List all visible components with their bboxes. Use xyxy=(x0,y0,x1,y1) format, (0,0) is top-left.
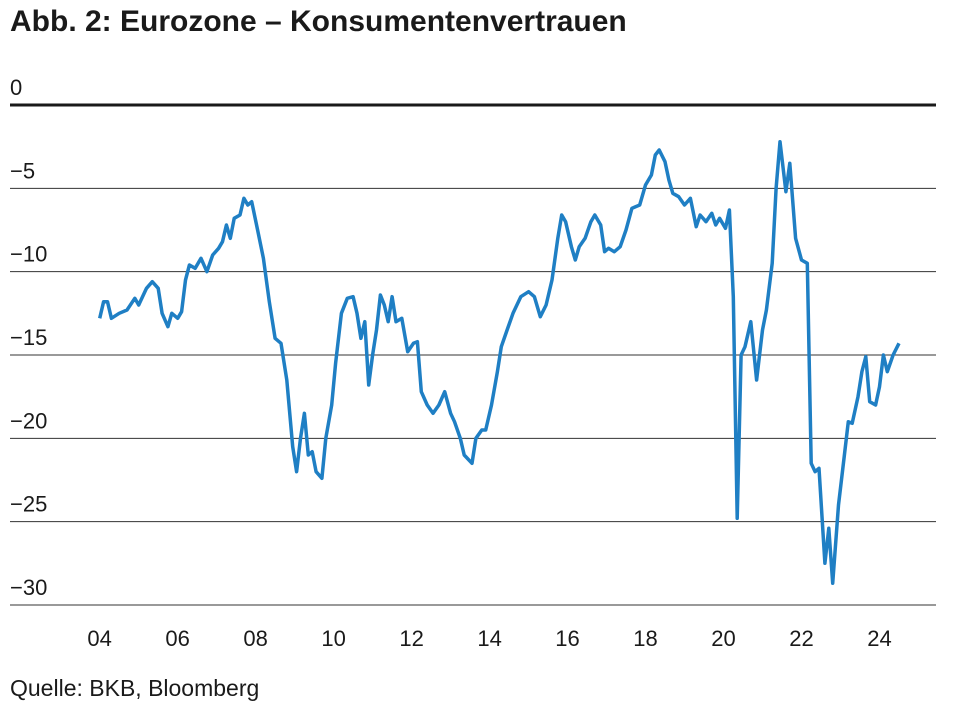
x-tick-label: 14 xyxy=(477,626,501,651)
x-tick-label: 16 xyxy=(555,626,579,651)
x-tick-label: 04 xyxy=(87,626,111,651)
x-tick-label: 22 xyxy=(789,626,813,651)
x-tick-label: 12 xyxy=(399,626,423,651)
x-tick-label: 06 xyxy=(165,626,189,651)
x-tick-label: 24 xyxy=(867,626,891,651)
y-tick-label: −5 xyxy=(10,158,35,183)
y-tick-label: −15 xyxy=(10,325,47,350)
y-tick-label: −10 xyxy=(10,242,47,267)
x-tick-label: 10 xyxy=(321,626,345,651)
source: Quelle: BKB, Bloomberg xyxy=(10,675,259,701)
y-tick-label: 0 xyxy=(10,75,22,100)
x-tick-label: 20 xyxy=(711,626,735,651)
y-tick-label: −20 xyxy=(10,408,47,433)
data-line xyxy=(97,139,901,586)
x-tick-label: 08 xyxy=(243,626,267,651)
x-tick-label: 18 xyxy=(633,626,657,651)
y-tick-label: −30 xyxy=(10,575,47,600)
y-tick-label: −25 xyxy=(10,492,47,517)
chart-title: Abb. 2: Eurozone – Konsumentenvertrauen xyxy=(10,5,627,38)
